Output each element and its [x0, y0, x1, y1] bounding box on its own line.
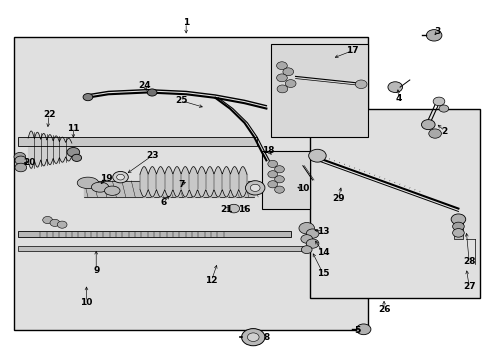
- Ellipse shape: [77, 177, 99, 189]
- Circle shape: [285, 80, 295, 87]
- Circle shape: [305, 239, 318, 248]
- Circle shape: [274, 186, 284, 193]
- Text: 19: 19: [100, 175, 112, 184]
- Circle shape: [421, 120, 434, 130]
- Circle shape: [15, 163, 27, 172]
- Circle shape: [113, 171, 128, 183]
- Circle shape: [57, 221, 67, 228]
- Circle shape: [247, 333, 259, 342]
- Text: 25: 25: [175, 96, 187, 105]
- Circle shape: [452, 222, 463, 231]
- Circle shape: [308, 149, 325, 162]
- Circle shape: [426, 30, 441, 41]
- Text: 22: 22: [43, 111, 55, 120]
- Circle shape: [432, 97, 444, 106]
- Circle shape: [450, 214, 465, 225]
- Circle shape: [277, 85, 287, 93]
- Text: 29: 29: [331, 194, 344, 203]
- Text: 12: 12: [205, 276, 217, 285]
- Text: 13: 13: [316, 226, 329, 235]
- Circle shape: [298, 222, 314, 234]
- Text: 8: 8: [263, 333, 269, 342]
- Text: 28: 28: [462, 257, 474, 266]
- Text: 7: 7: [178, 180, 184, 189]
- Circle shape: [14, 153, 26, 161]
- Circle shape: [116, 174, 124, 180]
- Bar: [271, 44, 368, 137]
- Text: 26: 26: [377, 305, 389, 314]
- Circle shape: [67, 148, 80, 157]
- Circle shape: [50, 219, 60, 226]
- Circle shape: [245, 181, 264, 195]
- Text: 14: 14: [316, 248, 329, 257]
- Circle shape: [276, 74, 287, 82]
- Circle shape: [227, 204, 239, 213]
- Text: 27: 27: [462, 282, 474, 291]
- Circle shape: [301, 246, 311, 253]
- Text: 10: 10: [296, 184, 308, 193]
- Ellipse shape: [104, 186, 120, 195]
- Circle shape: [241, 329, 264, 346]
- Circle shape: [15, 156, 27, 165]
- Text: 2: 2: [441, 127, 447, 136]
- Circle shape: [267, 160, 277, 167]
- Circle shape: [355, 80, 366, 89]
- Text: 6: 6: [160, 198, 166, 207]
- Circle shape: [274, 176, 284, 183]
- Circle shape: [276, 62, 287, 69]
- Text: 1: 1: [183, 18, 189, 27]
- Bar: [14, 37, 368, 330]
- Text: 20: 20: [23, 158, 36, 167]
- Bar: [261, 152, 309, 208]
- Bar: [453, 219, 462, 239]
- Text: 11: 11: [67, 124, 80, 133]
- Circle shape: [305, 229, 318, 238]
- Ellipse shape: [91, 182, 109, 192]
- Text: 3: 3: [433, 27, 440, 36]
- Text: 9: 9: [93, 266, 99, 275]
- Circle shape: [267, 181, 277, 188]
- Text: 18: 18: [261, 146, 274, 155]
- Circle shape: [356, 324, 370, 335]
- Circle shape: [428, 129, 441, 138]
- Text: 23: 23: [145, 151, 158, 160]
- Bar: [19, 246, 309, 251]
- Bar: [19, 137, 256, 146]
- Circle shape: [42, 216, 52, 224]
- Circle shape: [274, 166, 284, 173]
- Circle shape: [83, 94, 93, 101]
- Circle shape: [452, 229, 463, 237]
- Text: 24: 24: [138, 81, 151, 90]
- Text: 10: 10: [80, 298, 92, 307]
- Text: 16: 16: [238, 205, 250, 214]
- Circle shape: [438, 105, 448, 112]
- Circle shape: [267, 171, 277, 178]
- Text: 4: 4: [395, 94, 401, 103]
- Text: 15: 15: [316, 269, 329, 278]
- Text: 21: 21: [220, 205, 232, 214]
- Circle shape: [147, 89, 157, 96]
- Bar: [309, 109, 479, 298]
- Circle shape: [250, 184, 260, 192]
- Bar: [19, 231, 290, 237]
- Circle shape: [72, 154, 81, 161]
- Circle shape: [300, 235, 312, 243]
- Text: 17: 17: [346, 46, 358, 55]
- Text: 5: 5: [353, 326, 360, 335]
- Circle shape: [283, 68, 293, 76]
- Circle shape: [387, 82, 402, 93]
